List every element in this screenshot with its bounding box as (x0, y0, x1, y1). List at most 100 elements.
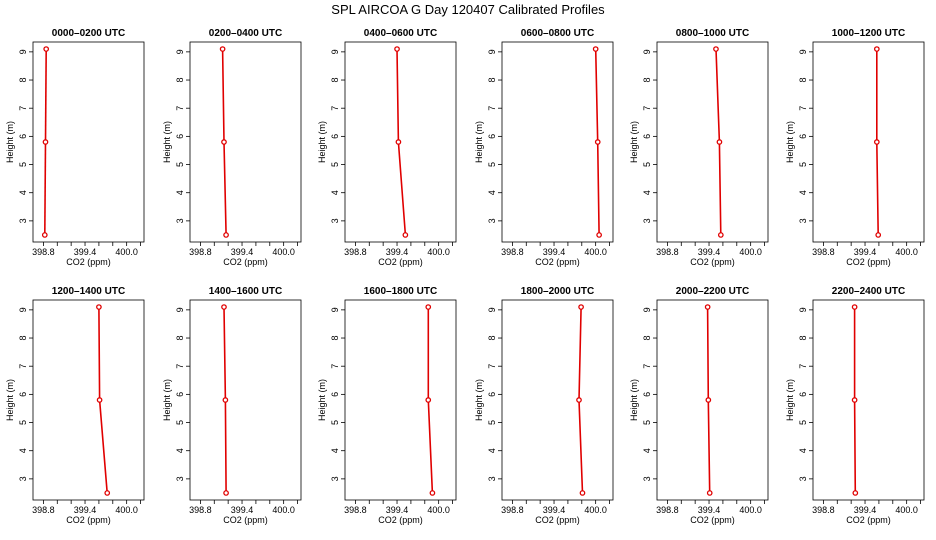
y-tick-label: 3 (487, 218, 497, 223)
x-axis-label: CO2 (ppm) (66, 257, 111, 267)
x-tick-label: 400.0 (427, 247, 450, 257)
y-tick-label: 5 (18, 162, 28, 167)
profile-panel-3: 0400–0600 UTC 398.8 399.4 400.0 3 4 5 6 7 8 9 CO2 (… (317, 28, 457, 267)
x-tick-label: 400.0 (895, 247, 918, 257)
x-tick-label: 400.0 (115, 505, 138, 515)
x-tick-label: 400.0 (895, 505, 918, 515)
y-tick-label: 5 (642, 420, 652, 425)
data-point (43, 46, 50, 52)
data-point (42, 139, 49, 145)
profile-panel-4: 0600–0800 UTC 398.8 399.4 400.0 3 4 5 6 7 8 9 CO2 (… (474, 28, 614, 267)
y-tick-label: 7 (330, 106, 340, 111)
x-tick-label: 399.4 (543, 247, 566, 257)
y-tick-label: 8 (487, 336, 497, 341)
y-tick-label: 7 (487, 106, 497, 111)
y-tick-label: 8 (798, 336, 808, 341)
data-point (96, 397, 103, 403)
plot-frame (812, 299, 925, 501)
y-tick-label: 4 (487, 190, 497, 195)
data-point (222, 397, 229, 403)
y-tick-label: 9 (175, 49, 185, 54)
x-tick-label: 398.8 (656, 247, 679, 257)
y-tick-label: 3 (330, 476, 340, 481)
y-axis-label: Height (m) (629, 121, 639, 163)
y-tick-label: 5 (798, 420, 808, 425)
x-axis-label: CO2 (ppm) (378, 257, 423, 267)
y-tick-label: 8 (175, 78, 185, 83)
plot-frame (189, 299, 302, 501)
x-tick-label: 400.0 (739, 505, 762, 515)
data-point (576, 397, 582, 403)
data-point (402, 232, 409, 238)
y-tick-label: 9 (487, 307, 497, 312)
y-tick-label: 8 (487, 78, 497, 83)
y-tick-label: 9 (18, 307, 28, 312)
y-tick-label: 3 (798, 476, 808, 481)
x-tick-label: 399.4 (854, 247, 877, 257)
plot-frame (344, 299, 457, 501)
y-tick-label: 6 (18, 392, 28, 397)
x-tick-label: 399.4 (231, 505, 254, 515)
y-tick-label: 7 (798, 364, 808, 369)
y-axis-label: Height (m) (317, 379, 327, 421)
x-axis-label: CO2 (ppm) (223, 515, 268, 525)
panel-title: 1200–1400 UTC (52, 286, 125, 297)
data-point (221, 139, 227, 145)
panel-title: 2200–2400 UTC (832, 286, 905, 297)
y-tick-label: 4 (175, 448, 185, 453)
x-axis-label: CO2 (ppm) (690, 515, 735, 525)
y-tick-label: 4 (487, 448, 497, 453)
y-tick-label: 3 (18, 476, 28, 481)
plot-frame (656, 41, 769, 243)
data-point (221, 304, 227, 310)
profile-panel-5: 0800–1000 UTC 398.8 399.4 400.0 3 4 5 6 7 8 9 CO2 (… (629, 28, 769, 267)
y-tick-label: 3 (330, 218, 340, 223)
y-axis-label: Height (m) (474, 121, 484, 163)
x-axis-label: CO2 (ppm) (846, 257, 891, 267)
panel-title: 1400–1600 UTC (209, 286, 282, 297)
data-point (592, 46, 599, 52)
y-tick-label: 6 (642, 134, 652, 139)
y-tick-label: 6 (798, 134, 808, 139)
x-tick-label: 399.4 (231, 247, 254, 257)
y-tick-label: 7 (487, 364, 497, 369)
data-point (223, 490, 229, 496)
panel-title: 1800–2000 UTC (521, 286, 594, 297)
y-tick-label: 6 (642, 392, 652, 397)
y-tick-label: 5 (642, 162, 652, 167)
y-axis-label: Height (m) (162, 121, 172, 163)
y-tick-label: 5 (330, 162, 340, 167)
data-point (851, 304, 858, 310)
y-tick-label: 4 (175, 190, 185, 195)
data-point (104, 490, 111, 496)
x-axis-label: CO2 (ppm) (535, 257, 580, 267)
y-tick-label: 5 (175, 162, 185, 167)
y-tick-label: 9 (175, 307, 185, 312)
y-tick-label: 8 (642, 78, 652, 83)
y-tick-label: 5 (487, 162, 497, 167)
x-axis-label: CO2 (ppm) (223, 257, 268, 267)
x-tick-label: 398.8 (501, 505, 524, 515)
y-tick-label: 4 (18, 190, 28, 195)
data-point (219, 46, 226, 52)
y-tick-label: 6 (175, 392, 185, 397)
data-point (41, 232, 48, 238)
data-point (96, 304, 102, 310)
data-point (705, 397, 712, 403)
profile-panel-1: 0000–0200 UTC 398.8 399.4 400.0 3 4 5 6 7 8 9 CO2 (… (5, 28, 145, 267)
x-tick-label: 398.8 (344, 247, 367, 257)
y-tick-label: 4 (642, 448, 652, 453)
profile-panel-10: 1800–2000 UTC 398.8 399.4 400.0 3 4 5 6 7 8 9 CO2 (… (474, 286, 614, 525)
y-axis-label: Height (m) (317, 121, 327, 163)
profile-panel-7: 1200–1400 UTC 398.8 399.4 400.0 3 4 5 6 7 8 9 CO2 (… (5, 286, 145, 525)
data-point (873, 46, 880, 52)
x-axis-label: CO2 (ppm) (846, 515, 891, 525)
data-point (852, 490, 859, 496)
x-tick-label: 400.0 (272, 247, 295, 257)
data-point (594, 139, 601, 145)
y-tick-label: 4 (330, 190, 340, 195)
panel-title: 0400–0600 UTC (364, 28, 437, 39)
y-tick-label: 6 (487, 134, 497, 139)
data-point (579, 490, 586, 496)
